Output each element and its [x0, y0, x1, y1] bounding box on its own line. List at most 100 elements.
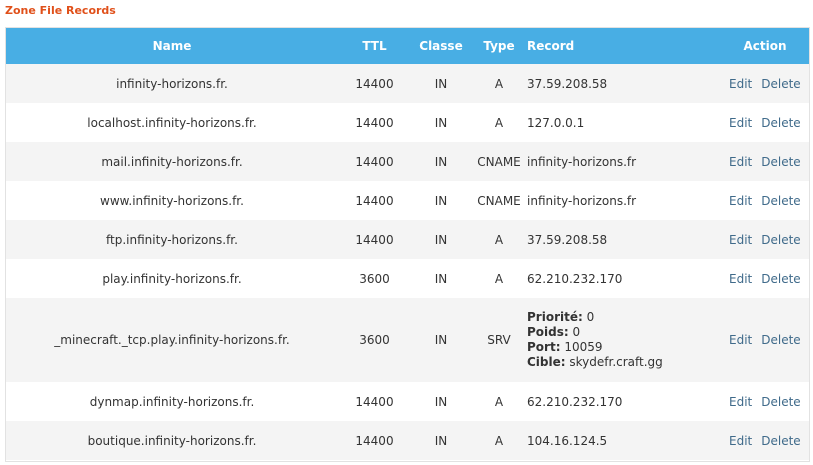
record-name: mail.infinity-horizons.fr.	[101, 154, 243, 169]
record-actions: Edit Delete	[719, 220, 809, 259]
record-name: localhost.infinity-horizons.fr.	[87, 115, 257, 130]
record-actions: Edit Delete	[719, 142, 809, 181]
record-classe: IN	[434, 154, 448, 169]
column-header-action: Action	[743, 39, 787, 53]
record-value: infinity-horizons.fr	[527, 193, 637, 208]
page-title: Zone File Records	[5, 4, 116, 17]
srv-priority-label: Priorité:	[527, 310, 583, 324]
record-value: 62.210.232.170	[527, 394, 623, 409]
zone-records-table-container: Name TTL Classe Type Record Action infin…	[5, 27, 810, 462]
record-ttl: 14400	[355, 232, 394, 247]
record-actions: Edit Delete	[719, 103, 809, 142]
table-header-row: Name TTL Classe Type Record Action	[6, 28, 809, 64]
record-type: A	[494, 76, 504, 91]
table-row: mail.infinity-horizons.fr. 14400 IN CNAM…	[6, 142, 809, 181]
record-type: A	[494, 232, 504, 247]
record-name: ftp.infinity-horizons.fr.	[106, 232, 238, 247]
record-type: SRV	[487, 333, 511, 347]
table-row: dynmap.infinity-horizons.fr. 14400 IN A …	[6, 382, 809, 421]
column-header-classe: Classe	[419, 39, 463, 53]
srv-target-value: skydefr.craft.gg	[569, 355, 663, 369]
record-actions: Edit Delete	[719, 382, 809, 421]
delete-link[interactable]: Delete	[761, 394, 801, 409]
record-type: A	[494, 394, 504, 409]
record-classe: IN	[434, 271, 448, 286]
edit-link[interactable]: Edit	[729, 115, 753, 130]
record-ttl: 14400	[355, 76, 394, 91]
record-actions: Edit Delete	[719, 421, 809, 460]
record-ttl: 14400	[355, 193, 394, 208]
srv-weight-label: Poids:	[527, 325, 569, 339]
column-header-name: Name	[152, 39, 192, 53]
edit-link[interactable]: Edit	[729, 271, 753, 286]
record-actions: Edit Delete	[719, 259, 809, 298]
record-ttl: 3600	[359, 333, 390, 347]
record-value: 104.16.124.5	[527, 433, 608, 448]
column-header-ttl: TTL	[362, 39, 387, 53]
record-value: infinity-horizons.fr	[527, 154, 637, 169]
record-classe: IN	[434, 333, 448, 347]
edit-link[interactable]: Edit	[729, 232, 753, 247]
srv-target-label: Cible:	[527, 355, 566, 369]
srv-weight-line: Poids: 0	[527, 325, 719, 340]
delete-link[interactable]: Delete	[761, 433, 801, 448]
record-classe: IN	[434, 232, 448, 247]
srv-record-details: Priorité: 0 Poids: 0 Port: 10059 Cible: …	[527, 298, 719, 382]
edit-link[interactable]: Edit	[729, 154, 753, 169]
record-type: A	[494, 433, 504, 448]
edit-link[interactable]: Edit	[729, 76, 753, 91]
record-type: CNAME	[477, 193, 521, 208]
record-type: CNAME	[477, 154, 521, 169]
srv-priority-value: 0	[586, 310, 595, 324]
column-header-type: Type	[483, 39, 515, 53]
table-row: ftp.infinity-horizons.fr. 14400 IN A 37.…	[6, 220, 809, 259]
delete-link[interactable]: Delete	[761, 76, 801, 91]
record-actions: Edit Delete	[719, 298, 809, 382]
srv-port-label: Port:	[527, 340, 561, 354]
edit-link[interactable]: Edit	[729, 333, 753, 347]
record-ttl: 3600	[359, 271, 390, 286]
table-row: www.infinity-horizons.fr. 14400 IN CNAME…	[6, 181, 809, 220]
record-ttl: 14400	[355, 154, 394, 169]
delete-link[interactable]: Delete	[761, 115, 801, 130]
record-classe: IN	[434, 115, 448, 130]
zone-records-table: Name TTL Classe Type Record Action infin…	[6, 28, 809, 460]
record-ttl: 14400	[355, 394, 394, 409]
srv-port-line: Port: 10059	[527, 340, 719, 355]
record-name: _minecraft._tcp.play.infinity-horizons.f…	[54, 333, 290, 347]
delete-link[interactable]: Delete	[761, 333, 801, 347]
delete-link[interactable]: Delete	[761, 232, 801, 247]
edit-link[interactable]: Edit	[729, 433, 753, 448]
record-actions: Edit Delete	[719, 64, 809, 103]
delete-link[interactable]: Delete	[761, 193, 801, 208]
record-value: 37.59.208.58	[527, 76, 608, 91]
table-row: infinity-horizons.fr. 14400 IN A 37.59.2…	[6, 64, 809, 103]
record-ttl: 14400	[355, 115, 394, 130]
record-type: A	[494, 271, 504, 286]
table-row: localhost.infinity-horizons.fr. 14400 IN…	[6, 103, 809, 142]
table-row: boutique.infinity-horizons.fr. 14400 IN …	[6, 421, 809, 460]
record-classe: IN	[434, 193, 448, 208]
delete-link[interactable]: Delete	[761, 154, 801, 169]
delete-link[interactable]: Delete	[761, 271, 801, 286]
record-name: play.infinity-horizons.fr.	[102, 271, 242, 286]
record-ttl: 14400	[355, 433, 394, 448]
record-classe: IN	[434, 433, 448, 448]
record-name: dynmap.infinity-horizons.fr.	[89, 394, 255, 409]
srv-priority-line: Priorité: 0	[527, 310, 719, 325]
record-name: www.infinity-horizons.fr.	[100, 193, 244, 208]
record-classe: IN	[434, 394, 448, 409]
record-value: 62.210.232.170	[527, 271, 623, 286]
record-name: infinity-horizons.fr.	[116, 76, 228, 91]
record-name: boutique.infinity-horizons.fr.	[87, 433, 257, 448]
edit-link[interactable]: Edit	[729, 394, 753, 409]
srv-port-value: 10059	[564, 340, 603, 354]
edit-link[interactable]: Edit	[729, 193, 753, 208]
record-value: 37.59.208.58	[527, 232, 608, 247]
table-row: play.infinity-horizons.fr. 3600 IN A 62.…	[6, 259, 809, 298]
record-classe: IN	[434, 76, 448, 91]
record-type: A	[494, 115, 504, 130]
srv-weight-value: 0	[572, 325, 581, 339]
record-value: 127.0.0.1	[527, 115, 585, 130]
table-row: _minecraft._tcp.play.infinity-horizons.f…	[6, 298, 809, 382]
